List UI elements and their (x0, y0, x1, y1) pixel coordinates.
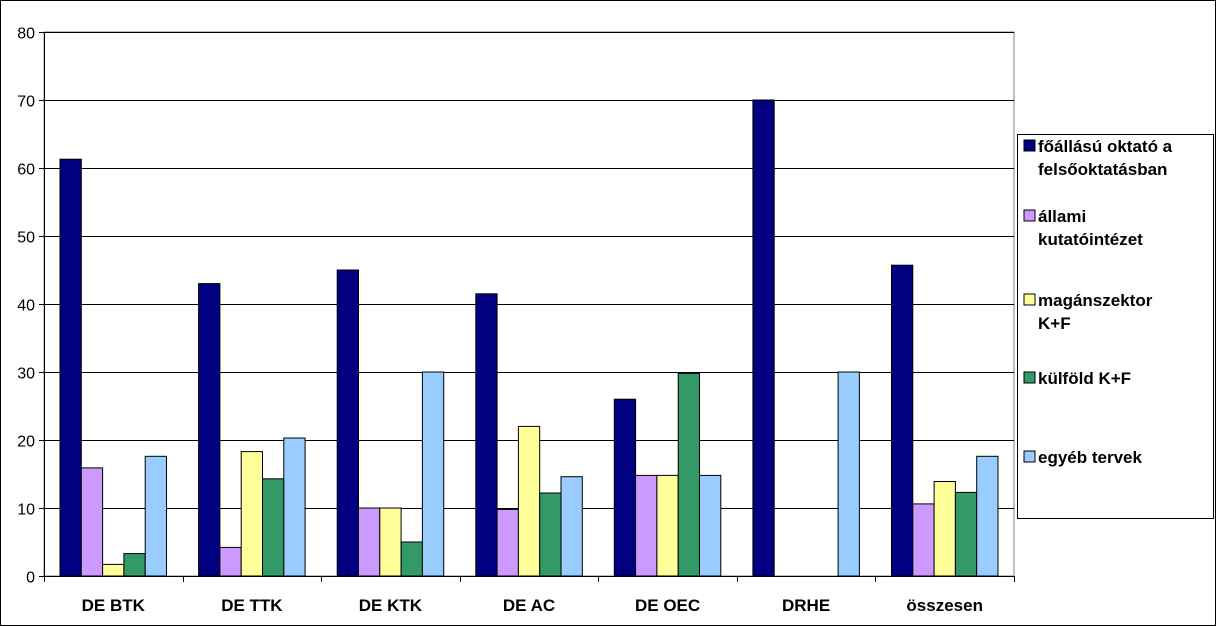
legend-label: felsőoktatásban (1038, 160, 1167, 179)
y-tick-label: 10 (17, 502, 35, 519)
bar (219, 546, 242, 577)
x-category-labels: DE BTK DE TTK DE KTK DE AC DE OEC DRHE összese… (82, 596, 983, 615)
bar (102, 563, 125, 577)
bar (379, 507, 402, 577)
legend-swatch (1023, 450, 1036, 463)
legend-swatch (1023, 293, 1036, 306)
legend-swatch (1023, 371, 1036, 384)
bar (123, 553, 146, 577)
bar (358, 507, 381, 577)
bar (475, 293, 498, 577)
legend-box (1017, 134, 1214, 519)
legend-label: K+F (1038, 314, 1071, 333)
bar (837, 371, 860, 577)
bar (336, 269, 360, 577)
bar (933, 481, 956, 577)
bar (560, 476, 583, 577)
x-category-label: összesen (906, 596, 983, 615)
bars (59, 99, 999, 577)
y-tick-label: 60 (17, 162, 35, 179)
bar (240, 451, 263, 577)
x-category-label: DE BTK (82, 596, 146, 615)
bar (262, 478, 285, 577)
bar (421, 371, 445, 577)
bar (400, 541, 423, 577)
x-category-label: DE KTK (359, 596, 423, 615)
bar (752, 99, 775, 577)
bar (613, 398, 637, 577)
x-category-label: DE TTK (221, 596, 283, 615)
bar (912, 503, 935, 577)
bar (59, 158, 82, 577)
legend-swatch (1023, 209, 1036, 222)
y-tick-labels: 0 10 20 30 40 50 60 70 80 (17, 26, 35, 587)
y-tick-label: 30 (17, 366, 35, 383)
legend-label: egyéb tervek (1038, 448, 1142, 467)
x-category-label: DRHE (782, 596, 830, 615)
y-tick-label: 40 (17, 298, 35, 315)
y-tick-label: 70 (17, 94, 35, 111)
bar (635, 474, 658, 577)
legend-label: magánszektor (1038, 291, 1153, 310)
bar (80, 467, 104, 577)
y-tick-label: 20 (17, 434, 35, 451)
y-tick-label: 80 (17, 26, 35, 43)
y-tick-label: 0 (26, 570, 35, 587)
legend: főállású oktató a felsőoktatásban állami ku… (1017, 134, 1214, 519)
legend-label: állami (1038, 207, 1086, 226)
bar (517, 425, 541, 577)
y-tick-label: 50 (17, 230, 35, 247)
axes (39, 32, 1015, 582)
bar (976, 455, 999, 577)
bar (496, 508, 519, 577)
x-category-label: DE AC (503, 596, 555, 615)
bar (954, 491, 978, 577)
bar (891, 264, 914, 577)
legend-label: külföld K+F (1038, 369, 1131, 388)
legend-swatch (1023, 139, 1036, 152)
bar (539, 492, 562, 577)
x-category-label: DE OEC (635, 596, 700, 615)
bar (198, 283, 221, 577)
bar (144, 455, 167, 577)
bar (677, 372, 701, 577)
legend-label: kutatóintézet (1038, 230, 1143, 249)
bar (283, 437, 306, 577)
bar (656, 474, 679, 577)
bar (699, 474, 722, 577)
legend-label: főállású oktató a (1038, 137, 1173, 156)
